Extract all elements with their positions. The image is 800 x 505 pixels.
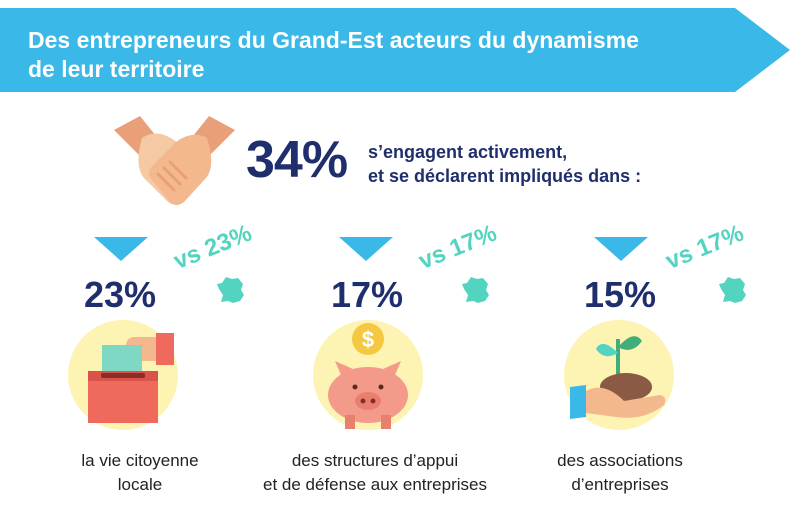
down-triangle-icon — [339, 237, 393, 261]
comparison-value: vs 17% — [661, 219, 748, 275]
header-banner: Des entrepreneurs du Grand-Est acteurs d… — [0, 0, 800, 100]
france-map-icon — [217, 277, 244, 303]
handshake-icon — [112, 108, 237, 218]
down-triangle-icon — [94, 237, 148, 261]
france-map-icon — [719, 277, 746, 303]
page-title: Des entrepreneurs du Grand-Est acteurs d… — [28, 27, 639, 82]
stat-percentage: 23% — [84, 274, 157, 315]
comparison-value: vs 17% — [414, 219, 501, 275]
svg-text:$: $ — [362, 327, 374, 352]
main-description-line2: et se déclarent impliqués dans : — [368, 166, 642, 186]
stat-column-support-structures: 17% vs 17% $ des structures d’appui et d… — [255, 219, 500, 505]
stat-column-business-associations: 15% vs 17% des associations d’entreprise… — [500, 219, 747, 505]
ballot-box-icon — [68, 317, 178, 442]
comparison-value: vs 23% — [169, 219, 256, 275]
stat-percentage: 17% — [331, 274, 404, 315]
main-description: s’engagent activement, et se déclarent i… — [368, 140, 641, 188]
stat-label: des structures d’appui et de défense aux… — [263, 451, 487, 494]
main-description-line1: s’engagent activement, — [368, 142, 568, 162]
down-triangle-icon — [594, 237, 648, 261]
piggy-bank-icon: $ — [313, 317, 423, 442]
france-map-icon — [462, 277, 489, 303]
main-percentage: 34% — [246, 131, 348, 189]
stat-label: la vie citoyenne locale — [81, 451, 199, 494]
stat-label: des associations d’entreprises — [557, 451, 683, 494]
plant-in-hand-icon — [564, 317, 674, 442]
stat-percentage: 15% — [584, 274, 657, 315]
banner-arrow-shape — [0, 8, 790, 92]
stat-column-citizen-life: 23% vs 23% la vie citoyenne locale — [20, 219, 260, 505]
